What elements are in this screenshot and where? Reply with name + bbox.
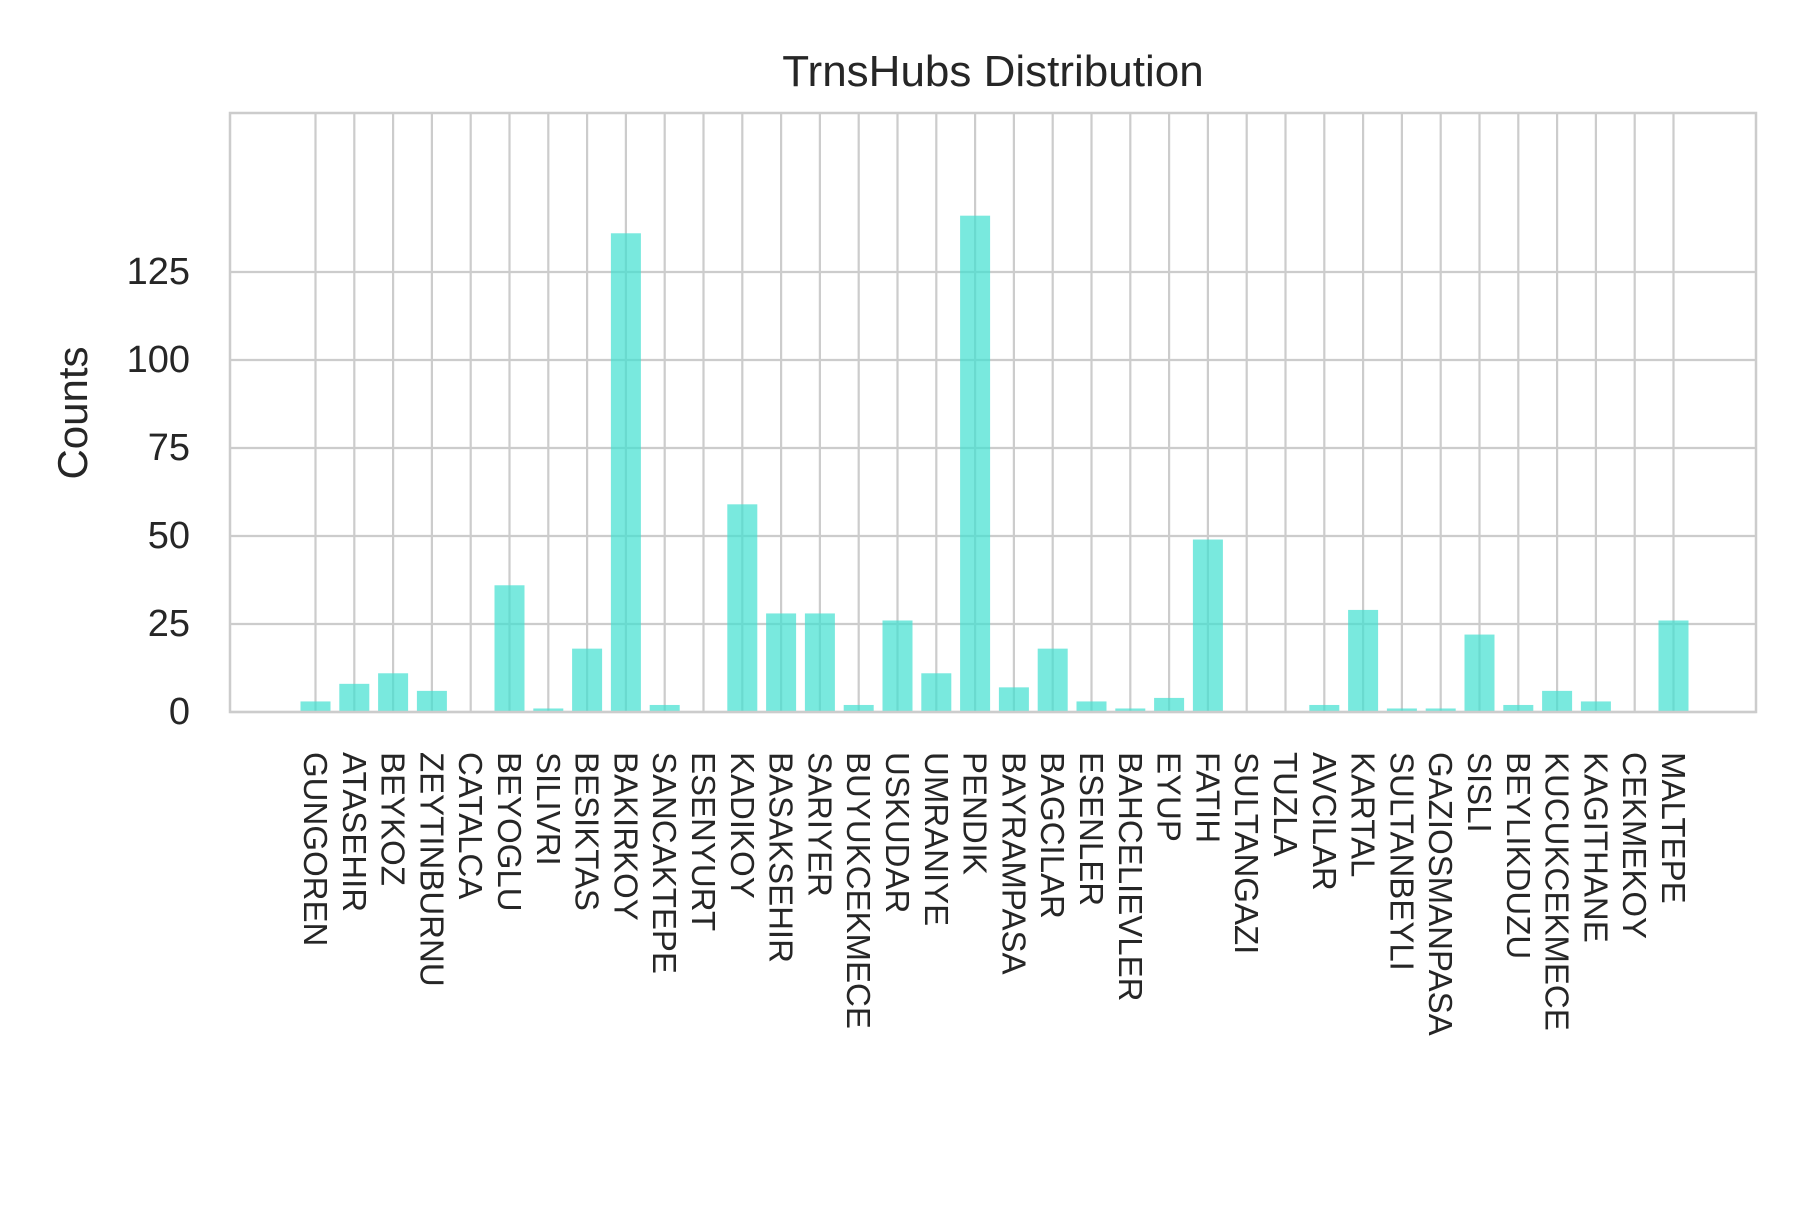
x-tick-label: KARTAL — [1345, 752, 1382, 877]
bar-bagcilar — [1037, 648, 1068, 712]
x-tick-label: ATASEHIR — [336, 752, 373, 912]
x-tick-label: SARIYER — [801, 752, 838, 897]
bar-sariyer — [804, 613, 835, 712]
bar-gaziosmanpasa — [1425, 708, 1456, 712]
x-tick-label: BAHCELIEVLER — [1112, 752, 1149, 1001]
bar-pendik — [960, 215, 991, 712]
x-tick-label: KUCUKCEKMECE — [1539, 752, 1576, 1031]
x-tick-label: ESENLER — [1073, 752, 1110, 906]
x-tick-label: SILIVRI — [530, 752, 567, 866]
x-tick-label: AVCILAR — [1306, 752, 1343, 891]
y-tick-label: 100 — [127, 339, 190, 381]
bar-avcilar — [1309, 704, 1340, 712]
bar-bahcelievler — [1115, 708, 1146, 712]
bar-zeytinburnu — [416, 690, 447, 712]
bar-esenler — [1076, 701, 1107, 712]
bar-sancaktepe — [649, 704, 680, 712]
bar-buyukcekmece — [843, 704, 874, 712]
x-tick-label: TUZLA — [1267, 752, 1304, 857]
x-tick-label: KAGITHANE — [1577, 752, 1614, 943]
plot-area-frame — [228, 111, 1758, 714]
bar-sisli — [1464, 634, 1495, 712]
x-tick-label: CATALCA — [452, 752, 489, 899]
bar-kagithane — [1580, 701, 1611, 712]
x-tick-label: SULTANBEYLI — [1383, 752, 1420, 971]
x-tick-label: FATIH — [1189, 752, 1226, 843]
x-tick-label: BAGCILAR — [1034, 752, 1071, 919]
bar-eyup — [1154, 697, 1185, 712]
x-tick-label: BEYOGLU — [491, 752, 528, 912]
bar-besiktas — [572, 648, 603, 712]
chart-title: TrnsHubs Distribution — [782, 47, 1203, 96]
x-tick-label: GAZIOSMANPASA — [1422, 752, 1459, 1036]
x-tick-label: BAYRAMPASA — [995, 752, 1032, 975]
y-tick-label: 125 — [127, 251, 190, 293]
x-tick-label: BAKIRKOY — [607, 752, 644, 921]
x-axis-tick-labels: GUNGOREN ATASEHIR BEYKOZ ZEYTINBURNU CATALCA… — [297, 752, 1692, 1036]
bar-kadikoy — [727, 504, 758, 712]
y-tick-label: 75 — [148, 427, 190, 469]
y-axis-tick-labels: 0 25 50 75 100 125 — [127, 251, 190, 733]
bar-maltepe — [1658, 620, 1689, 712]
bar-beylikduzu — [1503, 704, 1534, 712]
bar-sultanbeyli — [1386, 708, 1417, 712]
bar-uskudar — [882, 620, 913, 712]
bar-kartal — [1348, 609, 1379, 712]
x-tick-label: CEKMEKOY — [1616, 752, 1653, 939]
bar-bakirkoy — [610, 233, 641, 712]
bar-kucukcekmece — [1542, 690, 1573, 712]
bar-beykoz — [378, 673, 409, 712]
x-tick-label: SANCAKTEPE — [646, 752, 683, 974]
bar-silivri — [533, 708, 564, 712]
bar-series — [300, 215, 1689, 712]
bar-basaksehir — [766, 613, 797, 712]
y-axis-label: Counts — [49, 346, 96, 479]
x-tick-label: KADIKOY — [724, 752, 761, 899]
x-tick-label: BUYUKCEKMECE — [840, 752, 877, 1029]
x-tick-label: ZEYTINBURNU — [413, 752, 450, 987]
x-tick-label: BEYLIKDUZU — [1500, 752, 1537, 959]
grid-lines — [230, 113, 1756, 714]
x-tick-label: PENDIK — [957, 752, 994, 875]
x-tick-label: SULTANGAZI — [1228, 752, 1265, 954]
y-tick-label: 50 — [148, 515, 190, 557]
x-tick-label: USKUDAR — [879, 752, 916, 913]
x-tick-label: MALTEPE — [1655, 752, 1692, 904]
bar-atasehir — [339, 683, 370, 712]
y-tick-label: 25 — [148, 603, 190, 645]
bar-fatih — [1192, 539, 1223, 712]
x-tick-label: BASAKSEHIR — [763, 752, 800, 963]
x-tick-label: BESIKTAS — [569, 752, 606, 911]
bar-beyoglu — [494, 585, 525, 712]
x-tick-label: UMRANIYE — [918, 752, 955, 926]
x-tick-label: BEYKOZ — [375, 752, 412, 886]
x-tick-label: GUNGOREN — [297, 752, 334, 946]
y-tick-label: 0 — [169, 691, 190, 733]
bar-bayrampasa — [998, 687, 1029, 712]
bar-gungoren — [300, 701, 331, 712]
x-tick-label: EYUP — [1151, 752, 1188, 842]
x-tick-label: ESENYURT — [685, 752, 722, 931]
x-tick-label: SISLI — [1461, 752, 1498, 833]
bar-umraniye — [921, 673, 952, 712]
